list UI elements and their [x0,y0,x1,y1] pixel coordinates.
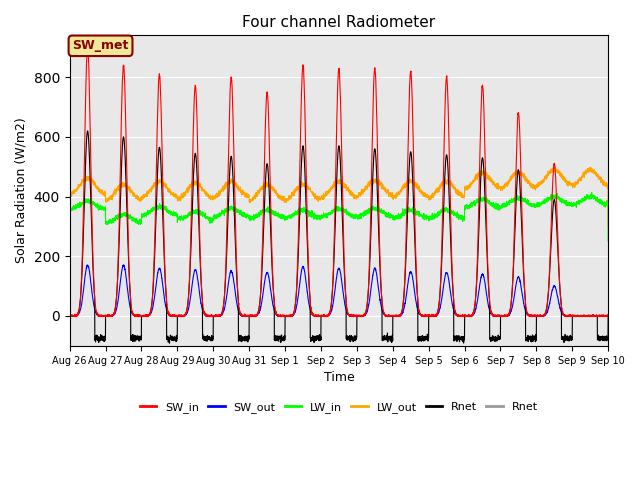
SW_out [319,313,326,319]
SW_in [430,313,438,319]
LW_out [460,194,467,200]
SW_out [430,313,438,319]
LW_out [604,185,611,191]
LW_out [319,194,326,200]
Text: SW_met: SW_met [72,39,129,52]
SW_in [163,297,170,303]
Line: LW_in: LW_in [70,192,608,241]
SW_in [66,313,74,319]
SW_in [319,313,326,319]
LW_in [604,202,611,208]
LW_in [588,190,595,195]
Rnet [319,313,326,319]
SW_out [604,313,612,319]
SW_out [66,313,74,319]
SW_in [604,313,612,319]
LW_in [66,206,74,212]
Y-axis label: Solar Radiation (W/m2): Solar Radiation (W/m2) [15,118,28,264]
Rnet [166,340,173,346]
LW_in [163,206,170,212]
LW_out [490,180,498,186]
LW_out [66,192,74,198]
LW_in [604,239,612,244]
Line: SW_in: SW_in [70,47,608,316]
LW_in [490,202,498,208]
Legend: SW_in, SW_out, LW_in, LW_out, Rnet, Rnet: SW_in, SW_out, LW_in, LW_out, Rnet, Rnet [135,398,543,418]
Line: SW_out: SW_out [70,265,608,316]
Line: Rnet: Rnet [70,131,608,343]
LW_out [604,224,612,229]
LW_out [163,183,170,189]
SW_out [163,307,170,313]
Rnet [430,313,438,319]
SW_in [604,313,611,319]
LW_in [429,216,437,222]
Rnet [84,128,92,134]
Rnet [460,340,467,346]
SW_out [604,313,611,319]
SW_out [120,262,128,268]
SW_out [460,313,467,319]
SW_out [490,313,498,319]
Rnet [604,336,611,342]
Rnet [163,297,170,302]
SW_in [84,44,92,50]
SW_in [460,312,467,318]
SW_in [490,313,498,319]
LW_out [587,164,595,170]
LW_out [429,192,437,198]
X-axis label: Time: Time [323,371,355,384]
Rnet [66,313,74,319]
Title: Four channel Radiometer: Four channel Radiometer [243,15,435,30]
Line: LW_out: LW_out [70,167,608,227]
LW_in [460,215,467,220]
LW_in [319,214,326,219]
Rnet [604,313,612,319]
Rnet [490,336,498,342]
